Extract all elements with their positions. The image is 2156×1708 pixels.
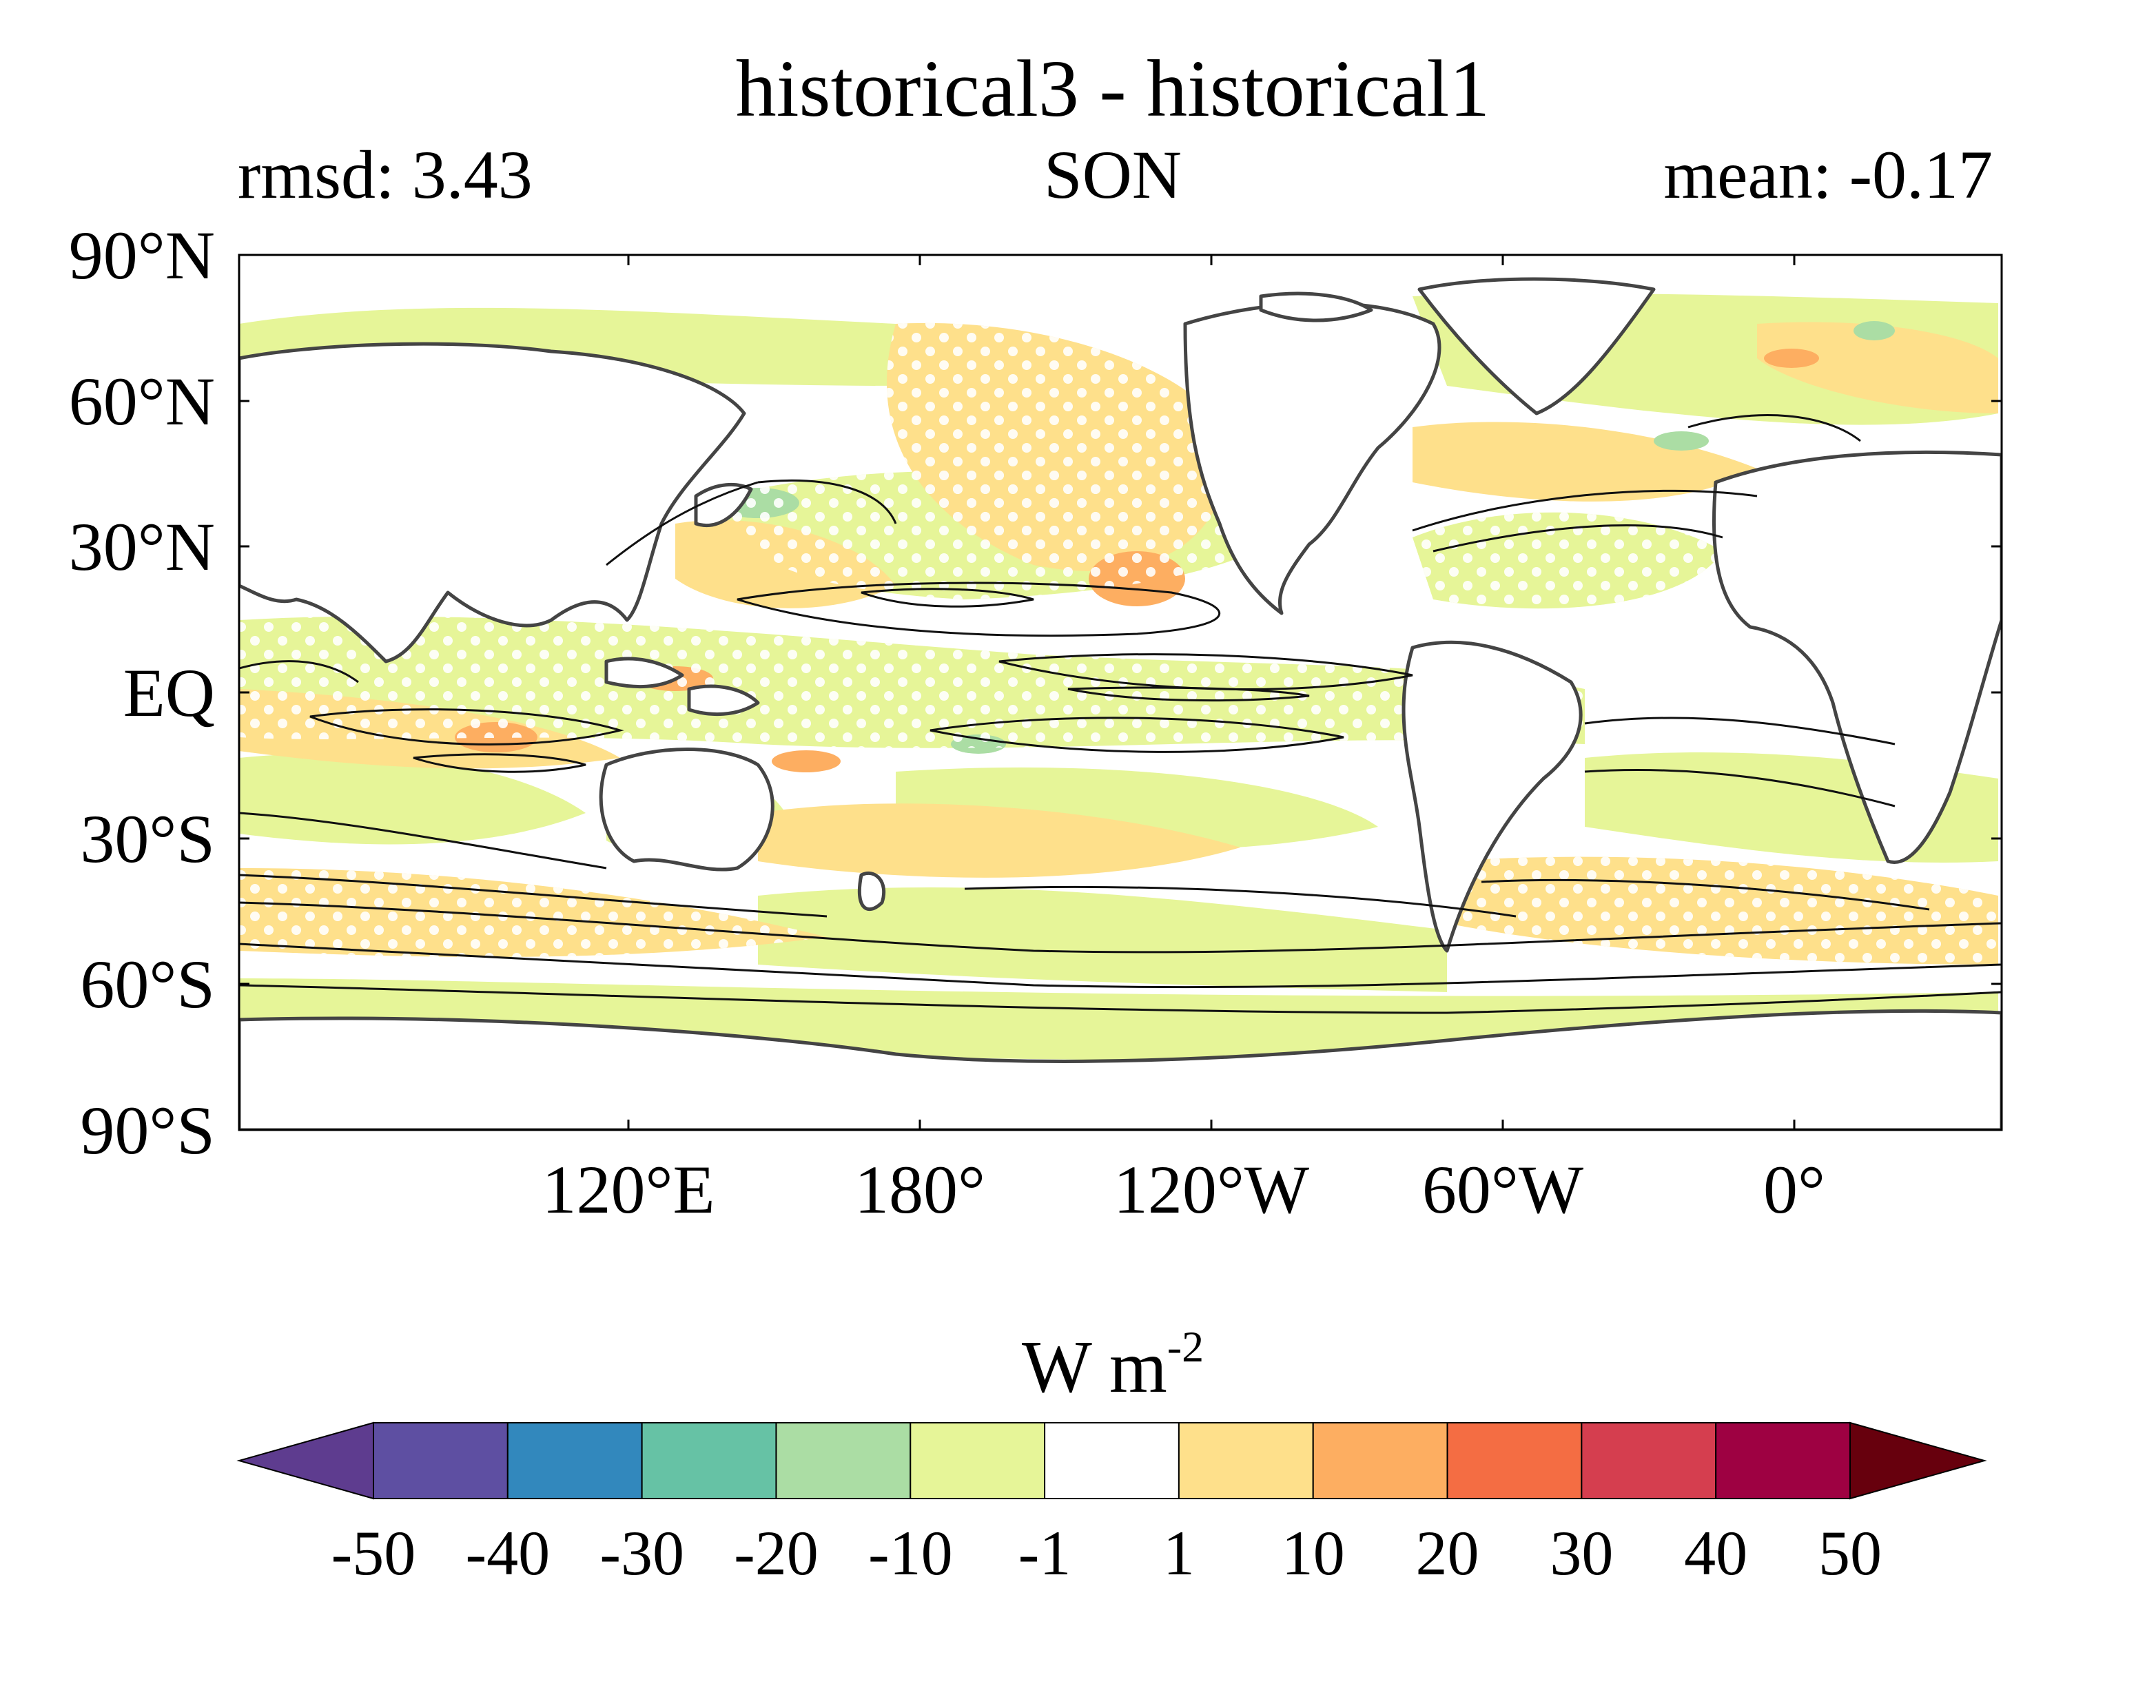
new-zealand-islands xyxy=(857,871,886,911)
colorbar-tick-label: 1 xyxy=(1163,1518,1195,1588)
colorbar-box xyxy=(506,1422,643,1499)
colorbar xyxy=(236,1421,1987,1500)
significance-stippling xyxy=(239,322,1998,965)
colorbar-tick-label: 30 xyxy=(1550,1518,1613,1588)
colorbar-tick-label: -20 xyxy=(734,1518,819,1588)
colorbar-tick-label: 40 xyxy=(1684,1518,1747,1588)
south-america-landmass xyxy=(1402,640,1583,953)
colorbar-box xyxy=(910,1422,1046,1499)
colorbar-tick-label: 50 xyxy=(1818,1518,1882,1588)
lat-label: 30°N xyxy=(69,508,215,585)
lon-label: 0° xyxy=(1763,1151,1825,1228)
lat-labels: 90°N 60°N 30°N EQ 30°S 60°S 90°S xyxy=(69,217,215,1169)
colorbar-box xyxy=(1581,1422,1717,1499)
colorbar-tick-label: 10 xyxy=(1282,1518,1345,1588)
lat-label: 60°S xyxy=(80,946,215,1022)
colorbar-tick-label: -30 xyxy=(599,1518,684,1588)
colorbar-tick-label: 20 xyxy=(1416,1518,1479,1588)
colorbar-extend-high xyxy=(1849,1421,1987,1500)
coastlines xyxy=(239,277,2002,1130)
lon-label: 180° xyxy=(854,1151,985,1228)
colorbar-tick-label: -50 xyxy=(331,1518,416,1588)
colorbar-box xyxy=(775,1422,912,1499)
figure-title: historical3 - historical1 xyxy=(736,43,1490,134)
lat-label: 90°N xyxy=(69,217,215,294)
colorbar-labels: -50 -40 -30 -20 -10 -1 1 10 20 30 40 50 xyxy=(331,1518,1882,1588)
japan-islands xyxy=(694,482,753,528)
lon-label: 120°E xyxy=(542,1151,715,1228)
colorbar-box xyxy=(1312,1422,1448,1499)
map-panel xyxy=(239,255,2002,1130)
australia-landmass xyxy=(599,748,774,872)
colorbar-box xyxy=(641,1422,777,1499)
rmsd-label: rmsd: 3.43 xyxy=(238,136,533,213)
colorbar-tick-label: -1 xyxy=(1018,1518,1071,1588)
colorbar-box xyxy=(1446,1422,1583,1499)
colorbar-units: W m-2 xyxy=(1022,1322,1204,1408)
colorbar-box xyxy=(1178,1422,1314,1499)
colorbar-tick-label: -40 xyxy=(465,1518,550,1588)
greenland-landmass xyxy=(1417,277,1656,415)
lat-label: 60°N xyxy=(69,363,215,440)
colorbar-box xyxy=(1715,1422,1851,1499)
asia-landmass xyxy=(239,342,746,663)
colorbar-box xyxy=(1044,1422,1180,1499)
lat-label: 30°S xyxy=(80,801,215,877)
lon-ticks xyxy=(627,255,1796,1130)
lon-labels: 120°E 180° 120°W 60°W 0° xyxy=(542,1151,1825,1228)
africa-landmass xyxy=(1712,450,2002,864)
indonesia-islands xyxy=(604,657,684,688)
climatology-contours xyxy=(239,414,2002,1014)
lon-label: 120°W xyxy=(1113,1151,1310,1228)
colorbar-box xyxy=(373,1422,509,1499)
colorbar-tick-label: -10 xyxy=(868,1518,953,1588)
lat-label: EQ xyxy=(123,655,215,731)
lat-label: 90°S xyxy=(80,1092,215,1169)
north-america-landmass xyxy=(1183,301,1441,615)
antarctica-landmass xyxy=(239,1009,2002,1130)
colorbar-extend-low xyxy=(236,1421,374,1500)
lat-ticks xyxy=(239,254,2002,985)
mean-label: mean: -0.17 xyxy=(1663,136,1993,213)
lon-label: 60°W xyxy=(1422,1151,1584,1228)
season-label: SON xyxy=(1044,136,1182,213)
